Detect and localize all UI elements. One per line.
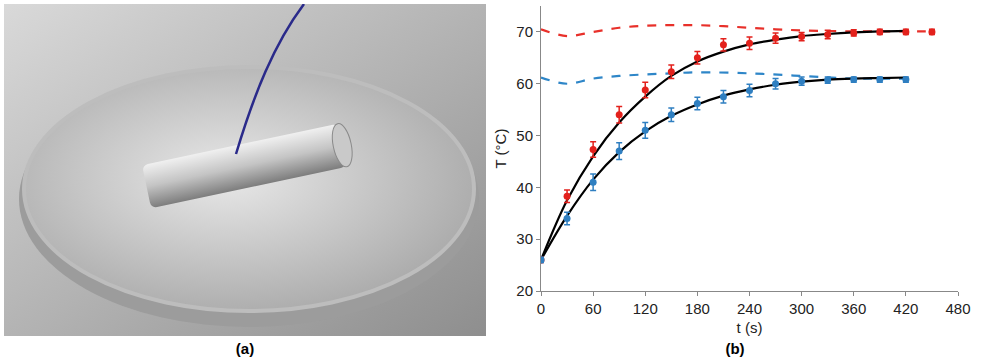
svg-text:480: 480: [945, 300, 970, 317]
svg-text:30: 30: [516, 230, 533, 247]
html-text:(a): (a): [235, 340, 255, 357]
svg-text:T (°C): T (°C): [492, 129, 509, 169]
html-text:(b): (b): [725, 340, 745, 357]
svg-text:t (s): t (s): [737, 319, 763, 336]
svg-text:120: 120: [633, 300, 658, 317]
svg-text:40: 40: [516, 179, 533, 196]
svg-text:420: 420: [893, 300, 918, 317]
svg-text:50: 50: [516, 127, 533, 144]
svg-text:60: 60: [585, 300, 602, 317]
svg-text:300: 300: [789, 300, 814, 317]
svg-text:60: 60: [516, 75, 533, 92]
svg-text:360: 360: [841, 300, 866, 317]
svg-text:70: 70: [516, 23, 533, 40]
svg-text:20: 20: [516, 282, 533, 299]
svg-text:180: 180: [685, 300, 710, 317]
svg-text:0: 0: [537, 300, 545, 317]
svg-text:240: 240: [737, 300, 762, 317]
